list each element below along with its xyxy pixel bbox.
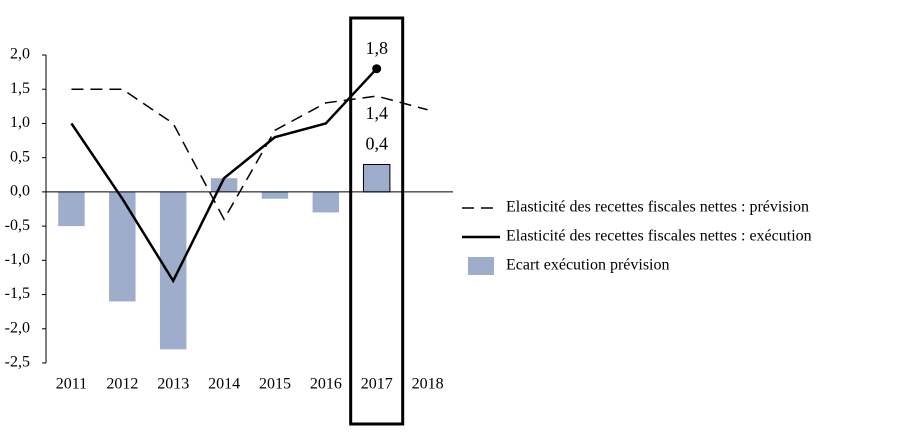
y-tick-label: -0,5 (5, 217, 30, 234)
x-tick-label: 2011 (56, 376, 87, 393)
marker (372, 64, 382, 74)
y-tick-label: 1,5 (10, 80, 30, 97)
y-tick-label: -1,0 (5, 251, 30, 268)
bar (210, 178, 238, 192)
data-label: 1,4 (365, 103, 388, 123)
bar (362, 164, 391, 193)
x-tick-label: 2017 (361, 376, 393, 393)
highlight-box (349, 16, 405, 426)
x-tick-label: 2013 (157, 376, 189, 393)
legend-swatch (468, 257, 494, 275)
bar (261, 191, 289, 199)
bar (58, 191, 85, 227)
legend-label: Elasticité des recettes fiscales nettes … (506, 228, 812, 245)
bar (159, 191, 187, 350)
line (71, 88, 428, 221)
y-tick-label: -2,5 (5, 354, 30, 371)
line (70, 67, 378, 284)
x-tick-label: 2018 (412, 376, 444, 393)
y-tick-label: 2,0 (10, 46, 30, 63)
x-tick-label: 2016 (310, 376, 342, 393)
data-label: 1,8 (365, 38, 388, 58)
legend-label: Elasticité des recettes fiscales nettes … (506, 199, 809, 216)
bar (109, 191, 136, 302)
legend-label: Ecart exécution prévision (506, 257, 670, 274)
y-tick-label: -2,0 (5, 319, 30, 336)
y-tick-label: 0,5 (10, 148, 30, 165)
bar (312, 191, 340, 213)
x-tick-label: 2014 (208, 376, 240, 393)
y-tick-label: -1,5 (5, 285, 30, 302)
data-label: 0,4 (365, 134, 388, 154)
y-tick-label: 0,0 (10, 183, 30, 200)
x-tick-label: 2012 (106, 376, 138, 393)
x-tick-label: 2015 (259, 376, 291, 393)
y-tick-label: 1,0 (10, 114, 30, 131)
